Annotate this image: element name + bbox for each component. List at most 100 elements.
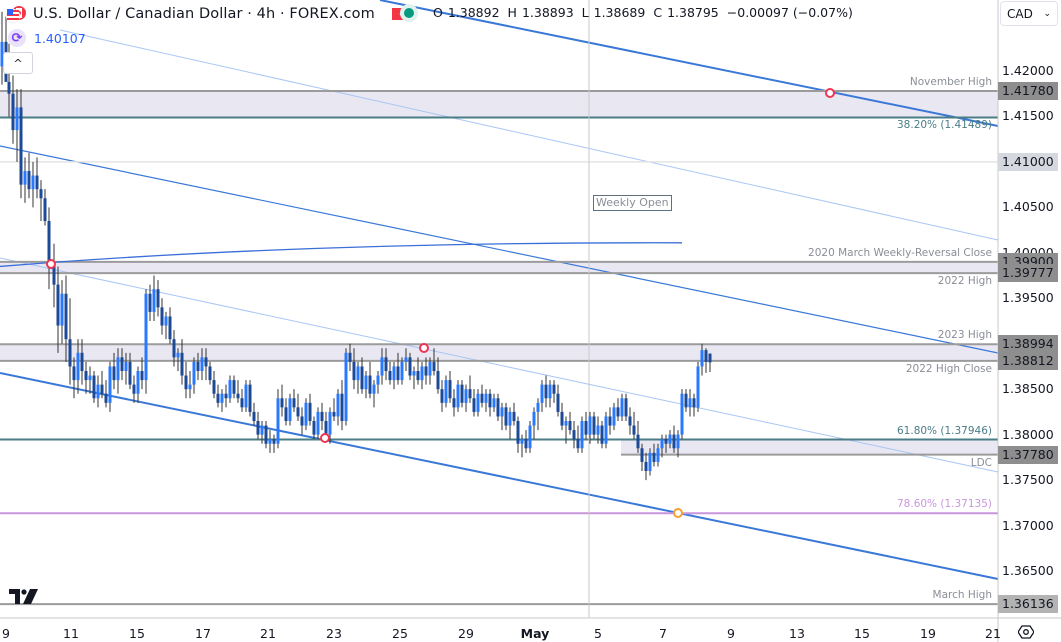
price-tag: 1.37780: [998, 445, 1058, 464]
candle: [332, 411, 336, 417]
price-tick-label: 1.42000: [1002, 63, 1054, 78]
candle: [0, 41, 4, 67]
candle: [460, 384, 464, 403]
candle: [64, 293, 68, 340]
upper-light-trendline[interactable]: [59, 29, 999, 241]
candle: [520, 439, 524, 444]
candle: [39, 189, 43, 199]
time-tick-label: 15: [129, 626, 145, 641]
candle: [448, 380, 452, 399]
ohlc-legend: O 1.38892 H 1.38893 L 1.38689 C 1.38795 −0.0…: [404, 5, 853, 20]
candle: [236, 393, 240, 399]
candle: [512, 411, 516, 422]
time-tick-label: 9: [727, 626, 735, 641]
us-canada-flag-icon: [5, 5, 27, 24]
collapse-legend-button[interactable]: ^: [3, 52, 33, 74]
candle: [504, 407, 508, 426]
refresh-cycle-icon[interactable]: ⟳: [8, 29, 26, 47]
price-tag: 1.39777: [998, 264, 1058, 283]
candle: [600, 425, 604, 444]
candle: [576, 439, 580, 449]
candle: [628, 416, 632, 426]
candle: [668, 434, 672, 444]
symbol-title[interactable]: U.S. Dollar / Canadian Dollar · 4h · FOR…: [33, 6, 375, 22]
candle: [428, 361, 432, 376]
candle: [420, 366, 424, 381]
low-value: 1.38689: [593, 5, 646, 20]
candle: [7, 81, 11, 94]
candle: [588, 416, 592, 435]
candle: [664, 439, 668, 444]
lower-channel-trendline[interactable]: [0, 372, 999, 580]
currency-value: CAD: [1007, 6, 1033, 21]
tradingview-logo-icon[interactable]: [9, 589, 39, 604]
weekly-open-annotation: Weekly Open: [593, 195, 672, 211]
candle: [408, 357, 412, 376]
candle: [52, 261, 56, 285]
candle: [252, 411, 256, 422]
candle: [136, 371, 140, 394]
candle: [612, 407, 616, 426]
candle: [132, 384, 136, 394]
candle: [620, 398, 624, 417]
candle: [472, 398, 476, 412]
candle: [112, 366, 116, 381]
candle: [352, 361, 356, 381]
high-label: H: [507, 5, 517, 20]
weekly-open-line: [0, 242, 683, 268]
level-label: March High: [932, 589, 992, 602]
candle: [500, 407, 504, 417]
low-label: L: [581, 5, 589, 20]
candle: [364, 375, 368, 390]
candle: [488, 393, 492, 408]
lower-light-trendline[interactable]: [0, 257, 999, 473]
time-tick-label: 25: [392, 626, 408, 641]
candle: [440, 389, 444, 403]
candle: [288, 398, 292, 422]
candle: [316, 411, 320, 435]
candle: [43, 198, 47, 222]
candle: [216, 393, 220, 403]
candle: [356, 366, 360, 381]
candle: [608, 416, 612, 426]
candle: [404, 357, 408, 362]
candle: [480, 393, 484, 403]
candle: [704, 350, 708, 362]
candle: [684, 393, 688, 408]
price-tick-label: 1.40500: [1002, 199, 1054, 215]
settings-gear-icon[interactable]: [1018, 624, 1034, 640]
candle: [68, 339, 72, 367]
time-tick-label: 15: [854, 626, 870, 641]
market-closed-flag-icon[interactable]: [391, 8, 404, 20]
candle: [232, 380, 236, 394]
candle: [672, 434, 676, 449]
candle: [60, 293, 64, 326]
candle: [164, 316, 168, 326]
candle: [116, 357, 120, 381]
candle: [184, 375, 188, 390]
candle: [652, 452, 656, 462]
candle: [140, 371, 144, 381]
candle: [84, 371, 88, 381]
currency-select[interactable]: CAD ⌄: [1000, 1, 1058, 26]
candle: [456, 384, 460, 408]
candle: [688, 398, 692, 408]
candle: [700, 350, 704, 367]
candle: [104, 393, 108, 403]
level-label: November High: [909, 76, 992, 88]
touch-marker-icon: [320, 433, 330, 443]
price-tag: 1.38812: [998, 351, 1058, 370]
candle: [224, 393, 228, 399]
mid-channel-trendline[interactable]: [0, 145, 999, 354]
candlesticks: [0, 11, 712, 481]
candle: [168, 316, 172, 340]
market-status-dot-icon[interactable]: [404, 7, 414, 18]
candle: [444, 380, 448, 403]
time-tick-label: 5: [594, 626, 602, 641]
candle: [120, 357, 124, 372]
candle: [660, 439, 664, 449]
candle: [568, 421, 572, 431]
candle: [656, 448, 660, 462]
upper-channel-trendline[interactable]: [379, 0, 999, 127]
